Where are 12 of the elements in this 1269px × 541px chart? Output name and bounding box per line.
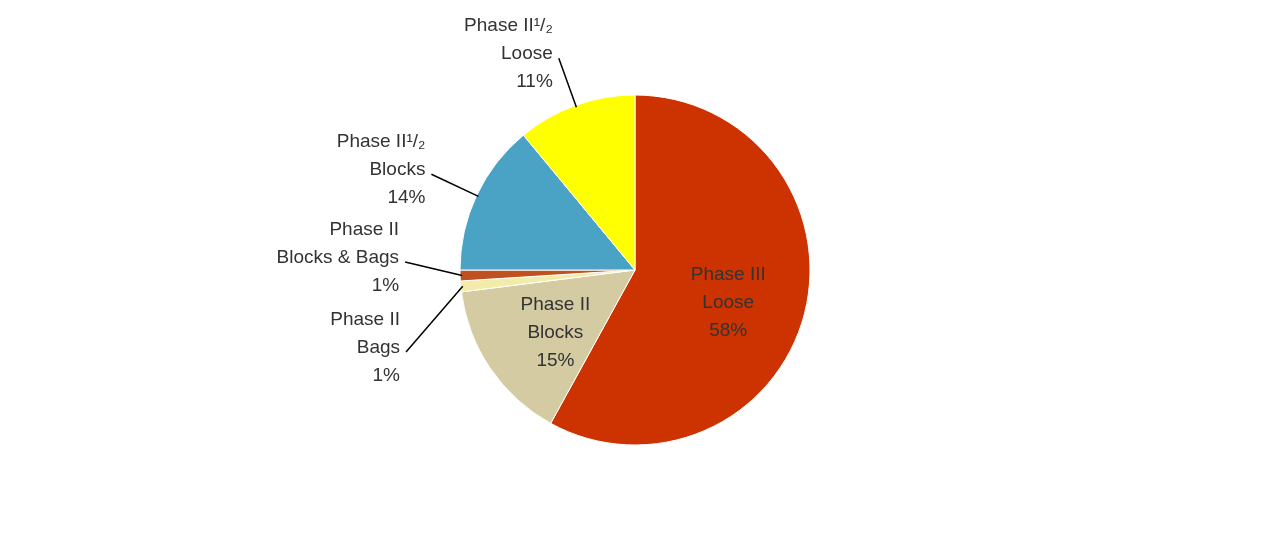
data-label: 58% — [709, 318, 748, 340]
data-label: 14% — [387, 186, 426, 208]
data-label: 11% — [516, 70, 553, 92]
slice-label: Phase II Blocks — [520, 293, 591, 343]
data-label: 1% — [372, 364, 401, 385]
slice-label: Phase II¹/₂ Loose — [464, 14, 553, 64]
slice-label: Phase III Loose — [690, 262, 766, 312]
slice-label: Phase II¹/₂ Blocks — [336, 130, 426, 180]
slice-label: Phase II Blocks & Bags — [276, 218, 400, 267]
slice-label: Phase II Bags — [330, 308, 401, 357]
data-label: 15% — [536, 349, 575, 371]
data-label: 1% — [371, 274, 400, 295]
